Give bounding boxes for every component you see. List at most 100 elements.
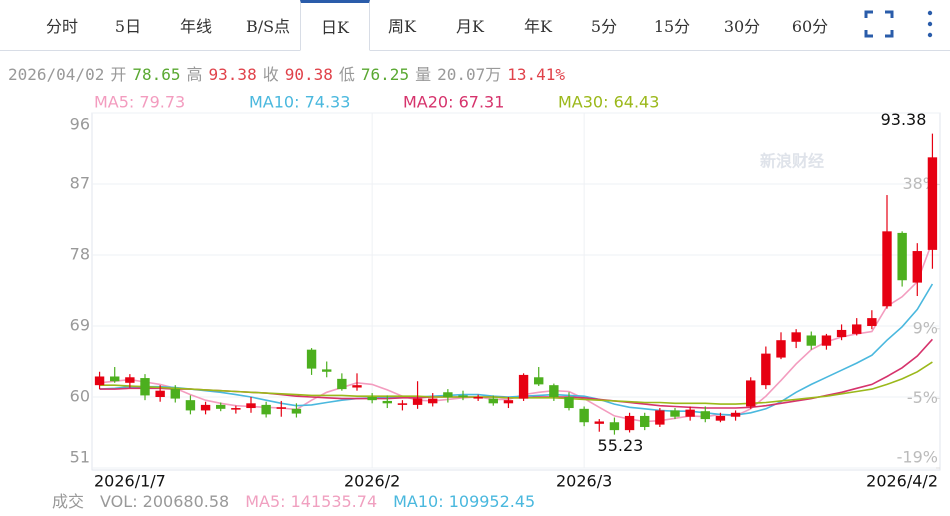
y-tick-label: 96 bbox=[70, 115, 90, 134]
candle-body bbox=[458, 395, 468, 397]
candle-body bbox=[564, 397, 574, 409]
candle-body bbox=[579, 408, 589, 423]
candle-body bbox=[367, 397, 377, 401]
y-tick-label: 78 bbox=[70, 245, 90, 264]
candle-body bbox=[534, 377, 544, 385]
x-tick-label: 2026/1/7 bbox=[94, 472, 166, 491]
chart: 2026/04/02 开 78.65 高 93.38 收 90.38 低 76.25 量 20.07… bbox=[8, 65, 941, 511]
candle-body bbox=[927, 157, 938, 250]
candle-body bbox=[503, 400, 514, 404]
x-tick-label: 2026/3 bbox=[556, 472, 612, 491]
ma-line bbox=[99, 283, 934, 416]
candle-body bbox=[231, 408, 241, 410]
candle-body bbox=[609, 422, 620, 431]
info-item: 量 bbox=[415, 65, 431, 84]
candle-body bbox=[655, 410, 665, 425]
y2-tick-label: -5% bbox=[907, 388, 938, 407]
candle-body bbox=[170, 389, 180, 399]
info-item: 78.65 bbox=[132, 65, 180, 84]
tab[interactable]: 30分 bbox=[723, 17, 761, 36]
footer-item: 成交 bbox=[52, 492, 84, 511]
tab[interactable]: B/S点 bbox=[245, 17, 291, 36]
candle-body bbox=[94, 376, 105, 386]
candle-body bbox=[337, 378, 347, 390]
info-item: 20.07万 bbox=[437, 65, 501, 84]
candle-body bbox=[730, 412, 741, 417]
tab-bar: 分时 5日 年线 B/S点 日K 周K 月K 年K 5分 15分 30分 60分 bbox=[0, 0, 950, 51]
candle-body bbox=[670, 410, 680, 417]
tab[interactable]: 5日 bbox=[114, 17, 142, 36]
info-item: 93.38 bbox=[209, 65, 257, 84]
candle-body bbox=[216, 404, 226, 409]
y-tick-label: 69 bbox=[70, 316, 90, 335]
candle-body bbox=[140, 378, 150, 396]
candle-body bbox=[412, 398, 423, 405]
candle-body bbox=[443, 392, 453, 397]
candle-body bbox=[700, 411, 710, 420]
candle-body bbox=[110, 376, 120, 382]
candle-body bbox=[352, 385, 362, 388]
tab[interactable]: 年K bbox=[524, 17, 552, 36]
y-tick-label: 51 bbox=[70, 448, 90, 467]
candle-body bbox=[882, 231, 892, 307]
footer-line: 成交 VOL: 200680.58 MA5: 141535.74 MA10: 1099… bbox=[52, 492, 535, 511]
candle-body bbox=[624, 415, 635, 431]
y2-tick-label: -19% bbox=[897, 448, 938, 467]
candle-body bbox=[806, 335, 816, 346]
candle-body bbox=[125, 377, 135, 383]
tab[interactable]: 周K bbox=[388, 17, 416, 36]
candle-body bbox=[594, 421, 604, 424]
candle-body bbox=[397, 403, 408, 405]
footer-item: MA10: 109952.45 bbox=[393, 492, 535, 511]
candle-body bbox=[852, 324, 862, 334]
legend-item: MA5: 79.73 bbox=[94, 93, 185, 112]
candle-body bbox=[821, 335, 832, 346]
tab[interactable]: 年线 bbox=[179, 17, 212, 36]
candle-body bbox=[791, 332, 801, 342]
info-item: 13.41% bbox=[507, 65, 565, 84]
tab[interactable]: 日K bbox=[300, 0, 370, 51]
candle-body bbox=[836, 329, 847, 338]
legend-item: MA20: 67.31 bbox=[403, 93, 504, 112]
candle-body bbox=[488, 398, 498, 404]
candle-body bbox=[473, 397, 483, 399]
candle-body bbox=[185, 400, 196, 411]
candle-body bbox=[746, 380, 756, 407]
candle-body bbox=[261, 404, 271, 415]
x-tick-label: 2026/2 bbox=[344, 472, 400, 491]
candle-body bbox=[761, 353, 771, 386]
info-item: 2026/04/02 bbox=[8, 65, 104, 84]
tab[interactable]: 5分 bbox=[590, 17, 618, 36]
candle-body bbox=[715, 415, 726, 421]
candle-body bbox=[382, 400, 392, 404]
tab[interactable]: 月K bbox=[456, 17, 484, 36]
candle-body bbox=[897, 232, 907, 281]
candle-body bbox=[428, 398, 438, 404]
candle-body bbox=[685, 409, 695, 417]
ma-line bbox=[99, 361, 933, 405]
candle-body bbox=[306, 349, 317, 369]
tab[interactable]: 分时 bbox=[45, 17, 78, 36]
info-item: 低 bbox=[339, 65, 355, 84]
candle-body bbox=[276, 407, 286, 409]
candle-body bbox=[912, 251, 922, 283]
watermark: 新浪财经 bbox=[760, 152, 824, 171]
candle-body bbox=[291, 408, 302, 414]
candle-body bbox=[549, 385, 559, 397]
footer-item: VOL: 200680.58 bbox=[100, 492, 229, 511]
info-item: 76.25 bbox=[361, 65, 409, 84]
min-label: 55.23 bbox=[598, 436, 644, 455]
y-tick-label: 87 bbox=[70, 174, 90, 193]
candle-body bbox=[518, 374, 529, 399]
x-tick-label: 2026/4/2 bbox=[866, 472, 938, 491]
tab[interactable]: 60分 bbox=[791, 17, 829, 36]
tab[interactable]: 15分 bbox=[653, 17, 691, 36]
footer-item: MA5: 141535.74 bbox=[245, 492, 377, 511]
candle-body bbox=[640, 415, 650, 427]
y-tick-label: 60 bbox=[70, 387, 90, 406]
candle-body bbox=[776, 340, 786, 358]
info-item: 开 bbox=[110, 65, 126, 84]
candle-body bbox=[200, 404, 211, 411]
legend-item: MA10: 74.33 bbox=[249, 93, 350, 112]
